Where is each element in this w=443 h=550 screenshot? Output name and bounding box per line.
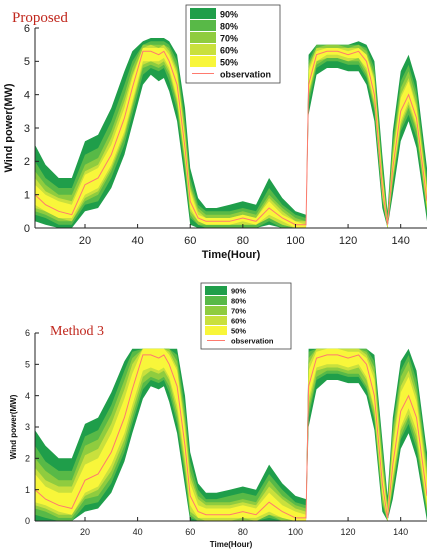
legend-swatch — [205, 286, 227, 295]
x-tick-label: 140 — [393, 527, 408, 537]
legend-label: 80% — [231, 297, 246, 306]
band-50pct — [35, 348, 427, 521]
y-tick-label: 2 — [25, 453, 30, 463]
x-tick-label: 80 — [237, 235, 249, 247]
legend-label: 70% — [220, 34, 238, 44]
observation-line — [35, 50, 427, 226]
legend-label: observation — [231, 337, 274, 346]
chart-panel-proposed: 0 1 2 3 4 5 6 20 40 60 80 100 120 140 Time(Hour) Wind p… — [3, 4, 427, 261]
y-tick-label: 1 — [25, 485, 30, 495]
y-tick-label: 4 — [25, 391, 30, 401]
legend-swatch — [205, 316, 227, 325]
chart-title: Method 3 — [50, 324, 104, 339]
legend-label: 60% — [231, 317, 246, 326]
legend-label: 50% — [231, 327, 246, 336]
y-tick-label: 2 — [24, 156, 30, 168]
x-tick-label: 100 — [288, 527, 303, 537]
x-tick-label: 80 — [238, 527, 248, 537]
x-tick-label: 100 — [286, 235, 304, 247]
legend: 90%80%70%60%50%observation — [200, 282, 292, 350]
y-axis-title: Wind power(MW) — [9, 394, 18, 459]
y-tick-label: 3 — [25, 422, 30, 432]
legend: 90% 80% 70% 60% 50% observation — [185, 4, 281, 84]
band-group — [35, 348, 427, 521]
legend-label: 80% — [220, 22, 238, 32]
legend-swatch — [190, 56, 216, 67]
legend-swatch — [190, 8, 216, 19]
y-tick-label: 6 — [25, 328, 30, 338]
x-tick-label: 20 — [79, 235, 91, 247]
x-tick-label: 140 — [392, 235, 410, 247]
x-axis-title: Time(Hour) — [202, 249, 261, 261]
legend-label: 90% — [220, 10, 238, 20]
y-tick-label: 3 — [24, 123, 30, 135]
legend-label: 70% — [231, 307, 246, 316]
x-tick-label: 40 — [133, 527, 143, 537]
legend-label: 90% — [231, 287, 246, 296]
y-tick-label: 5 — [24, 56, 30, 68]
legend-label: observation — [220, 70, 271, 80]
y-tick-label: 4 — [24, 90, 30, 102]
x-tick-label: 20 — [80, 527, 90, 537]
legend-label: 50% — [220, 58, 238, 68]
chart-method3: 0 1 2 3 4 5 6 20 40 60 80 100 120 140 Time(Hour) Wind p… — [9, 282, 427, 549]
y-axis-title: Wind power(MW) — [3, 83, 15, 172]
observation-line — [35, 354, 427, 519]
chart-panel-method3: 0 1 2 3 4 5 6 20 40 60 80 100 120 140 Time(Hour) Wind p… — [0, 275, 443, 550]
legend-swatch — [205, 306, 227, 315]
legend-swatch — [190, 32, 216, 43]
x-tick-label: 120 — [339, 235, 357, 247]
legend-swatch — [190, 44, 216, 55]
chart-proposed: 0 1 2 3 4 5 6 20 40 60 80 100 120 140 Time(Hour) Wind p… — [3, 4, 427, 261]
legend-label: 60% — [220, 46, 238, 56]
y-tick-label: 5 — [25, 359, 30, 369]
y-tick-label: 6 — [24, 23, 30, 35]
x-tick-label: 60 — [184, 235, 196, 247]
legend-swatch — [205, 326, 227, 335]
legend-swatch — [190, 20, 216, 31]
y-tick-label: 0 — [24, 223, 30, 235]
y-tick-label: 1 — [24, 190, 30, 202]
x-tick-label: 120 — [341, 527, 356, 537]
x-tick-label: 60 — [185, 527, 195, 537]
x-axis-title: Time(Hour) — [210, 540, 253, 549]
x-tick-label: 40 — [131, 235, 143, 247]
band-50pct — [35, 48, 427, 228]
y-tick-label: 0 — [25, 516, 30, 526]
legend-swatch — [205, 296, 227, 305]
chart-title: Proposed — [12, 10, 68, 26]
